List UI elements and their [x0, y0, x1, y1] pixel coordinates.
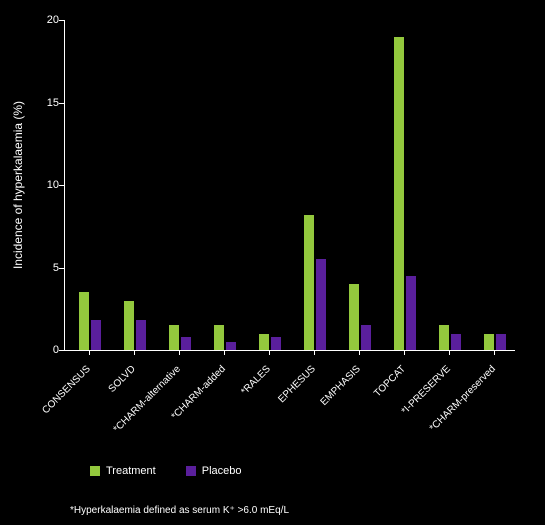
- xtick-label: EPHESUS: [239, 364, 317, 442]
- bar-group: [304, 215, 326, 350]
- xtick-label: EMPHASIS: [284, 364, 362, 442]
- xtick-mark: [134, 350, 135, 355]
- bar: [349, 284, 359, 350]
- bar: [79, 292, 89, 350]
- bar-group: [79, 292, 101, 350]
- bar: [136, 320, 146, 350]
- y-axis-label: Incidence of hyperkalaemia (%): [11, 101, 25, 269]
- bar: [169, 325, 179, 350]
- xtick-label: SOLVD: [59, 364, 137, 442]
- bar-group: [349, 284, 371, 350]
- xtick-label: *I-PRESERVE: [374, 364, 452, 442]
- bar-group: [169, 325, 191, 350]
- xtick-mark: [314, 350, 315, 355]
- bar: [271, 337, 281, 350]
- ytick-label: 15: [47, 97, 59, 109]
- bar: [406, 276, 416, 350]
- xtick-mark: [449, 350, 450, 355]
- xtick-mark: [494, 350, 495, 355]
- ytick-label: 20: [47, 14, 59, 26]
- bar: [316, 259, 326, 350]
- bar: [214, 325, 224, 350]
- chart-container: Incidence of hyperkalaemia (%) 05101520 …: [0, 0, 545, 525]
- legend-item-treatment: Treatment: [90, 465, 156, 477]
- legend-label-placebo: Placebo: [202, 465, 242, 477]
- bar: [496, 334, 506, 351]
- bar: [259, 334, 269, 351]
- bar: [304, 215, 314, 350]
- bar: [361, 325, 371, 350]
- bar-group: [484, 334, 506, 351]
- bar: [124, 301, 134, 351]
- xtick-mark: [179, 350, 180, 355]
- bar: [226, 342, 236, 350]
- xtick-label: *CHARM-alternative: [104, 364, 182, 442]
- legend-item-placebo: Placebo: [186, 465, 242, 477]
- xtick-mark: [404, 350, 405, 355]
- bar: [181, 337, 191, 350]
- bar-group: [124, 301, 146, 351]
- xtick-label: *CHARM-preserved: [419, 364, 497, 442]
- legend-label-treatment: Treatment: [106, 465, 156, 477]
- plot-area: [64, 20, 515, 351]
- xtick-mark: [89, 350, 90, 355]
- legend: Treatment Placebo: [90, 465, 242, 477]
- bar: [484, 334, 494, 351]
- ytick-label: 10: [47, 179, 59, 191]
- xtick-mark: [359, 350, 360, 355]
- xtick-label: *CHARM-added: [149, 364, 227, 442]
- legend-swatch-placebo: [186, 466, 196, 476]
- xtick-mark: [269, 350, 270, 355]
- xtick-mark: [224, 350, 225, 355]
- legend-swatch-treatment: [90, 466, 100, 476]
- bar: [439, 325, 449, 350]
- bar-group: [394, 37, 416, 351]
- bar-group: [214, 325, 236, 350]
- xtick-label: CONSENSUS: [14, 364, 92, 442]
- bar-group: [439, 325, 461, 350]
- bar-group: [259, 334, 281, 351]
- xtick-label: TOPCAT: [329, 364, 407, 442]
- footnote: *Hyperkalaemia defined as serum K⁺ >6.0 …: [70, 505, 289, 516]
- xtick-label: *RALES: [194, 364, 272, 442]
- bar: [91, 320, 101, 350]
- bar: [394, 37, 404, 351]
- bar: [451, 334, 461, 351]
